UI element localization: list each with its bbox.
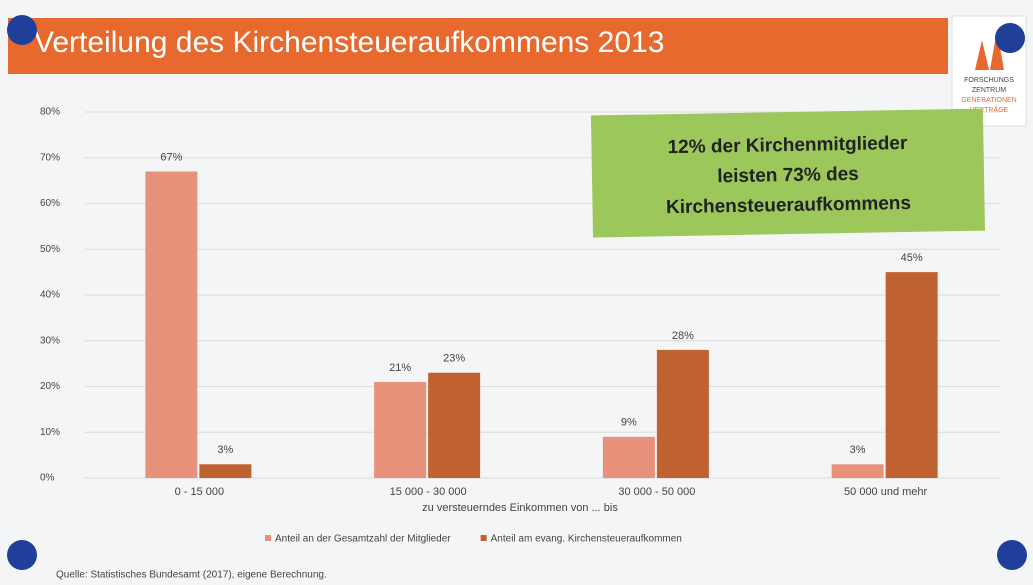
logo-text: FORSCHUNGS bbox=[964, 77, 1014, 84]
legend-label: Anteil an der Gesamtzahl der Mitglieder bbox=[275, 534, 451, 545]
y-tick-label: 50% bbox=[40, 244, 60, 255]
y-tick-label: 20% bbox=[40, 381, 60, 392]
value-label: 23% bbox=[443, 353, 465, 365]
pin bbox=[7, 15, 37, 45]
legend-swatch bbox=[481, 535, 487, 541]
bar bbox=[428, 373, 480, 478]
value-label: 45% bbox=[901, 252, 923, 264]
annotation-line: leisten 73% des bbox=[717, 164, 859, 187]
y-tick-label: 70% bbox=[40, 152, 60, 163]
value-label: 3% bbox=[217, 444, 233, 456]
y-tick-label: 0% bbox=[40, 473, 55, 484]
bar bbox=[603, 437, 655, 478]
x-tick-label: 15 000 - 30 000 bbox=[390, 486, 467, 498]
x-tick-label: 30 000 - 50 000 bbox=[618, 486, 695, 498]
chart: Verteilung des Kirchensteueraufkommens 2… bbox=[0, 0, 1033, 585]
y-tick-label: 80% bbox=[40, 107, 60, 118]
pin bbox=[997, 540, 1027, 570]
value-label: 21% bbox=[389, 362, 411, 374]
annotation-box: 12% der Kirchenmitglieder leisten 73% de… bbox=[591, 109, 985, 238]
bar bbox=[886, 272, 938, 478]
bar bbox=[199, 464, 251, 478]
annotation-line: Kirchensteueraufkommens bbox=[666, 193, 911, 218]
y-tick-label: 60% bbox=[40, 198, 60, 209]
bar bbox=[832, 464, 884, 478]
logo-text: GENERATIONEN bbox=[961, 97, 1017, 104]
value-label: 28% bbox=[672, 330, 694, 342]
legend-swatch bbox=[265, 535, 271, 541]
value-label: 9% bbox=[621, 417, 637, 429]
chart-title: Verteilung des Kirchensteueraufkommens 2… bbox=[34, 26, 664, 59]
pin bbox=[7, 540, 37, 570]
pin bbox=[995, 23, 1025, 53]
y-tick-label: 40% bbox=[40, 290, 60, 301]
logo-text: ZENTRUM bbox=[972, 87, 1006, 94]
bar bbox=[374, 382, 426, 478]
value-label: 67% bbox=[160, 151, 182, 163]
y-tick-label: 10% bbox=[40, 427, 60, 438]
bar bbox=[657, 350, 709, 478]
value-label: 3% bbox=[850, 444, 866, 456]
x-axis-label: zu versteuerndes Einkommen von ... bis bbox=[422, 502, 618, 514]
y-tick-label: 30% bbox=[40, 335, 60, 346]
page: Verteilung des Kirchensteueraufkommens 2… bbox=[0, 0, 1033, 585]
source: Quelle: Statistisches Bundesamt (2017), … bbox=[56, 570, 327, 581]
x-tick-label: 50 000 und mehr bbox=[844, 486, 928, 498]
bar bbox=[145, 171, 197, 478]
x-tick-label: 0 - 15 000 bbox=[175, 486, 225, 498]
annotation-line: 12% der Kirchenmitglieder bbox=[667, 133, 908, 158]
legend-label: Anteil am evang. Kirchensteueraufkommen bbox=[491, 534, 682, 545]
